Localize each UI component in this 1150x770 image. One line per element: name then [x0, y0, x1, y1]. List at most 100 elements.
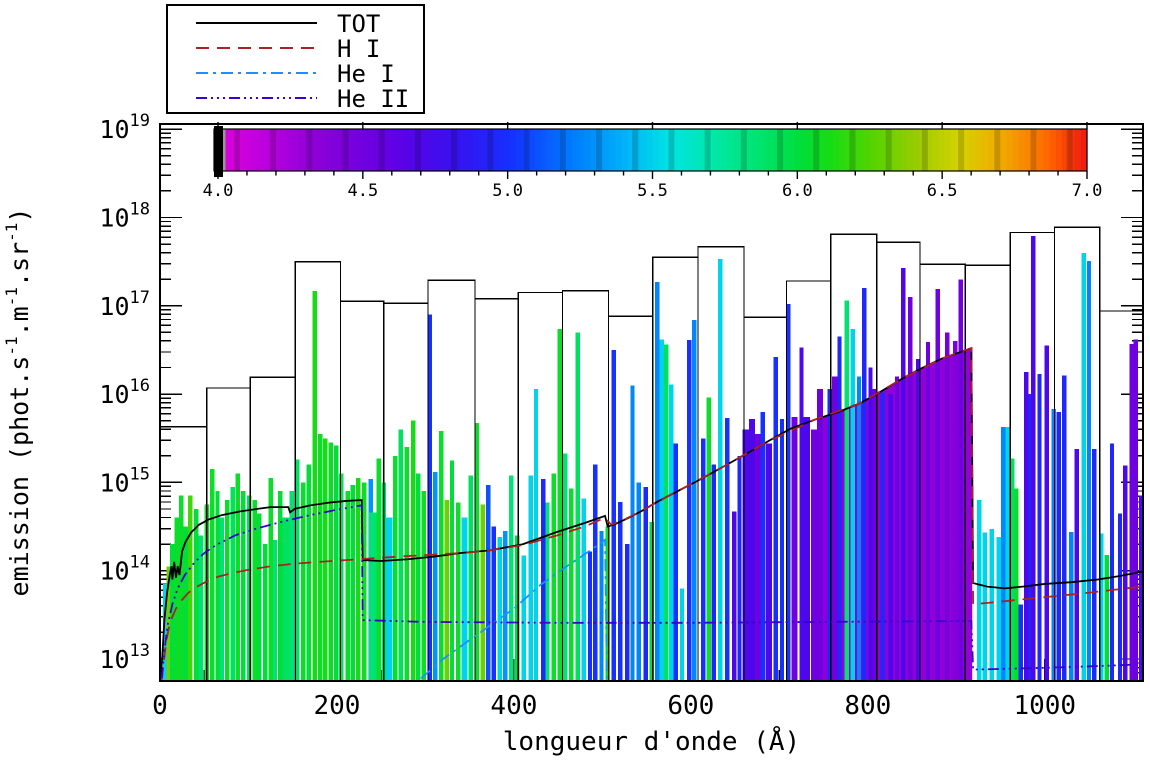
spectral-line-bar: [569, 488, 574, 681]
spectral-line-bar: [398, 429, 403, 681]
spectral-line-bar: [605, 526, 610, 681]
spectral-line-bar: [1129, 343, 1134, 681]
spectral-line-bar: [669, 384, 674, 681]
spectral-line-bar: [791, 417, 798, 681]
x-tick-label: 600: [667, 691, 714, 721]
spectral-line-bar: [301, 482, 306, 681]
spectral-line-bar: [765, 443, 772, 681]
spectral-line-bar: [404, 447, 410, 681]
plot-frame: [159, 123, 1144, 682]
colorbar-tick-label: 5.0: [492, 181, 523, 201]
spectral-line-bar: [1133, 339, 1139, 681]
x-tick-label: 200: [313, 691, 360, 721]
spectral-line-bar: [480, 504, 486, 681]
spectral-line-bar: [989, 529, 994, 681]
spectral-line-bar: [1062, 375, 1067, 681]
spectral-line-bar: [240, 491, 246, 681]
spectral-line-bar: [732, 511, 737, 681]
spectral-line-bar: [996, 537, 1001, 681]
spectral-line-bar: [717, 259, 723, 681]
spectral-line-bar: [235, 473, 241, 681]
spectral-line-bar: [1018, 604, 1024, 681]
spectral-line-bar: [393, 455, 398, 681]
continuum-curves: [159, 346, 1143, 682]
spectral-line-bar: [844, 300, 849, 681]
spectral-line-bar: [289, 491, 295, 681]
y-tick-label: 1019: [99, 111, 150, 144]
spectral-line-bar: [521, 555, 526, 681]
spectral-line-bar: [655, 281, 660, 681]
spectral-line-bar: [421, 491, 426, 681]
temperature-colorbar: 4.0 4.5 5.0 5.5 6.0 6.5 7.0: [203, 122, 1102, 201]
spectral-line-bar: [958, 279, 963, 681]
spectral-line-bar: [215, 491, 220, 681]
legend-label: H I: [337, 35, 380, 63]
legend-label: He I: [337, 60, 395, 88]
colorbar-tick-label: 5.5: [637, 181, 668, 201]
spectral-line-bar: [509, 475, 514, 681]
spectral-line-bar: [170, 544, 175, 681]
spectral-line-bar: [533, 388, 539, 681]
spectral-line-bars: [163, 236, 1144, 681]
spectral-line-bar: [551, 473, 556, 681]
spectral-line-bar: [916, 358, 921, 681]
spectral-line-bar: [724, 417, 730, 681]
spectral-line-bar: [816, 388, 824, 681]
spectral-line-bar: [225, 500, 230, 681]
spectral-line-bar: [773, 357, 779, 681]
spectral-line-bar: [317, 433, 323, 681]
spectral-line-bar: [410, 420, 416, 681]
spectral-line-bar: [686, 340, 692, 681]
spectral-line-bar: [1056, 411, 1062, 681]
spectral-line-bar: [868, 367, 873, 681]
spectral-line-bar: [925, 342, 931, 681]
spectral-line-bar: [837, 336, 842, 681]
spectral-line-bar: [894, 376, 900, 681]
spectral-line-bar: [908, 296, 913, 681]
spectral-line-bar: [977, 500, 982, 681]
x-axis-tick-labels: 0 200 400 600 800 1000: [152, 691, 1076, 721]
x-axis-title: longueur d'onde (Å): [503, 725, 800, 757]
spectral-line-bar: [1139, 495, 1144, 681]
spectral-line-bar: [545, 502, 550, 681]
spectral-line-bar: [901, 267, 906, 681]
colorbar-tick-label: 6.0: [782, 181, 813, 201]
y-tick-label: 1015: [99, 464, 150, 497]
spectral-line-bar: [888, 394, 894, 681]
spectral-line-bar: [1099, 533, 1104, 681]
spectral-line-bar: [323, 438, 328, 681]
spectral-line-bar: [1037, 373, 1042, 681]
y-tick-label: 1017: [99, 288, 150, 321]
spectral-line-bar: [515, 535, 520, 681]
spectral-line-bar: [194, 508, 199, 681]
spectral-line-bar: [810, 429, 817, 681]
legend-label: He II: [337, 85, 409, 113]
spectral-line-bar: [982, 532, 987, 681]
spectral-line-bar: [803, 417, 810, 681]
spectral-line-bar: [282, 517, 291, 681]
y-tick-label: 1014: [99, 553, 150, 586]
spectral-line-bar: [593, 464, 598, 681]
spectral-line-bar: [850, 328, 856, 681]
spectral-line-bar: [649, 522, 655, 681]
spectral-line-bar: [1086, 260, 1092, 681]
spectral-line-bar: [1044, 345, 1049, 681]
spectral-line-bar: [1074, 448, 1079, 681]
spectral-line-bar: [333, 445, 339, 681]
spectral-line-bar: [624, 544, 630, 681]
y-tick-label: 1016: [99, 376, 150, 409]
spectral-line-bar: [461, 517, 468, 681]
legend-label: TOT: [337, 10, 380, 38]
spectral-line-bar: [599, 530, 604, 681]
x-tick-label: 800: [844, 691, 891, 721]
spectral-line-bar: [673, 443, 679, 681]
spectral-line-bar: [272, 539, 278, 681]
spectral-line-bar: [785, 304, 791, 681]
spectral-line-bar: [1014, 488, 1019, 681]
spectral-line-bar: [219, 517, 225, 681]
spectral-line-bar: [737, 455, 742, 681]
spectral-line-bar: [779, 418, 785, 681]
spectral-line-bar: [183, 526, 188, 681]
